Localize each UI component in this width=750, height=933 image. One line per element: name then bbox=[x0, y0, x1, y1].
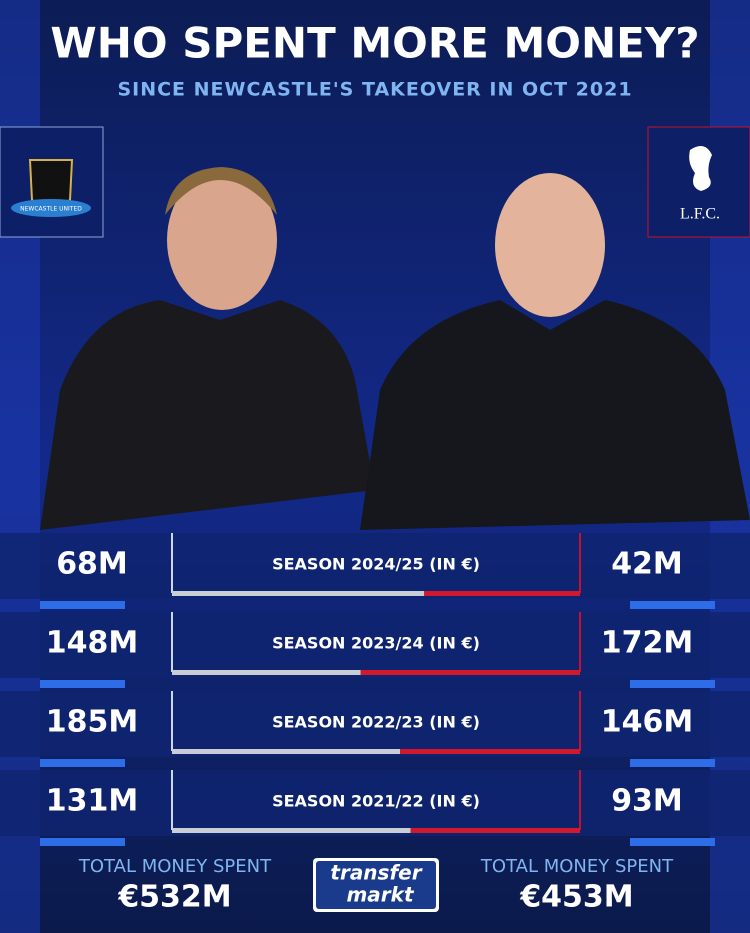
left-value: 185M bbox=[46, 705, 138, 740]
row-accent bbox=[40, 601, 125, 609]
left-bar bbox=[172, 591, 425, 596]
season-label: SEASON 2023/24 (IN €) bbox=[272, 634, 480, 653]
left-bar bbox=[172, 670, 361, 675]
total-caption: TOTAL MONEY SPENT bbox=[78, 856, 272, 877]
crest-text: NEWCASTLE UNITED bbox=[20, 206, 82, 213]
person-body bbox=[40, 300, 375, 530]
left-value: 68M bbox=[56, 547, 128, 582]
right-bar bbox=[360, 670, 580, 675]
person-body bbox=[360, 300, 750, 530]
right-value: 93M bbox=[611, 784, 683, 819]
crest-text: L.F.C. bbox=[680, 206, 720, 223]
total-amount: €532M bbox=[117, 880, 231, 915]
row-accent bbox=[630, 759, 715, 767]
row-accent bbox=[630, 601, 715, 609]
total-caption: TOTAL MONEY SPENT bbox=[480, 856, 674, 877]
row-accent bbox=[40, 838, 125, 846]
title: WHO SPENT MORE MONEY? bbox=[50, 19, 699, 68]
row-band bbox=[0, 770, 750, 836]
right-value: 172M bbox=[601, 626, 693, 661]
person-head bbox=[167, 170, 277, 310]
row-accent bbox=[630, 680, 715, 688]
subtitle: SINCE NEWCASTLE'S TAKEOVER IN OCT 2021 bbox=[117, 79, 632, 101]
left-value: 148M bbox=[46, 626, 138, 661]
row-band bbox=[0, 533, 750, 599]
right-value: 146M bbox=[601, 705, 693, 740]
left-bar bbox=[172, 749, 401, 754]
season-label: SEASON 2021/22 (IN €) bbox=[272, 792, 480, 811]
right-bar bbox=[400, 749, 580, 754]
row-band bbox=[0, 691, 750, 757]
row-accent bbox=[40, 680, 125, 688]
right-bar bbox=[424, 591, 580, 596]
crest-banner bbox=[11, 199, 91, 217]
person-hair bbox=[165, 167, 277, 215]
row-band bbox=[0, 612, 750, 678]
person-head bbox=[495, 173, 605, 317]
logo-text: transfer bbox=[330, 861, 422, 885]
row-accent bbox=[40, 759, 125, 767]
right-bar bbox=[410, 828, 580, 833]
season-label: SEASON 2022/23 (IN €) bbox=[272, 713, 480, 732]
right-value: 42M bbox=[611, 547, 683, 582]
logo-inner bbox=[316, 861, 436, 909]
left-bar bbox=[172, 828, 411, 833]
crest-box bbox=[0, 126, 104, 238]
row-accent bbox=[630, 838, 715, 846]
left-value: 131M bbox=[46, 784, 138, 819]
total-amount: €453M bbox=[519, 880, 633, 915]
season-label: SEASON 2024/25 (IN €) bbox=[272, 555, 480, 574]
liverbird bbox=[689, 146, 712, 191]
logo-text: markt bbox=[346, 883, 415, 907]
